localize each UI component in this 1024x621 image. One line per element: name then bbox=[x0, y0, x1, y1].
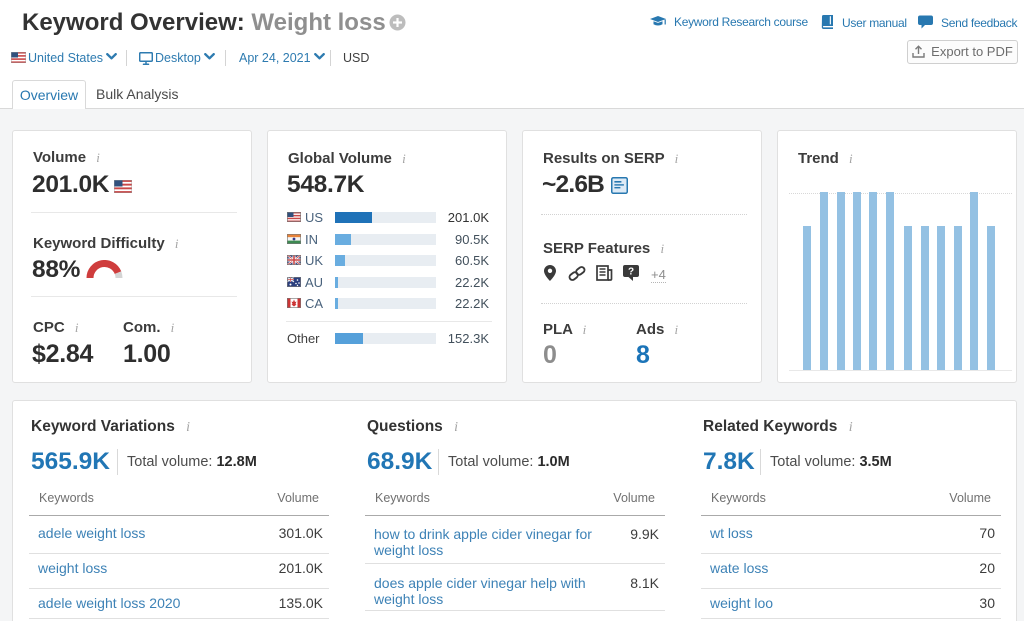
svg-text:?: ? bbox=[628, 267, 634, 278]
